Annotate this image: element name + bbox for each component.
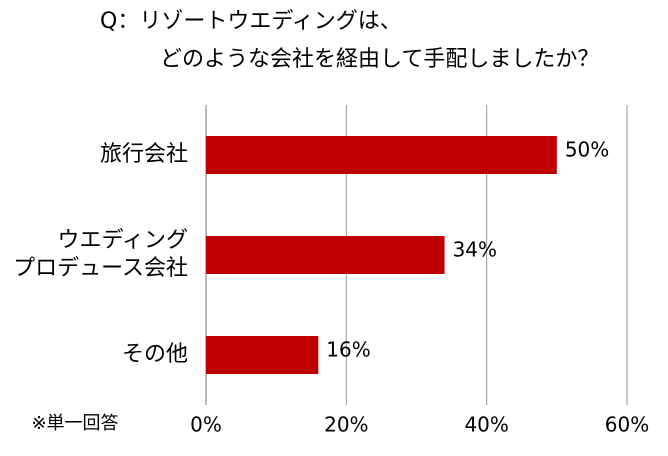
note: ※単一回答 xyxy=(31,413,118,434)
bar xyxy=(206,236,445,274)
y-tick-label: 旅行会社 xyxy=(100,142,188,167)
y-tick-label: ウエディングプロデュース会社 xyxy=(13,228,188,281)
x-tick-label: 40% xyxy=(464,413,508,437)
chart-title-line: どのような会社を経由して手配しましたか？ xyxy=(160,47,599,72)
bar xyxy=(206,136,557,174)
data-label: 16% xyxy=(326,338,370,362)
data-label: 34% xyxy=(453,238,497,262)
x-tick-label: 20% xyxy=(324,413,368,437)
bar xyxy=(206,336,319,374)
data-label: 50% xyxy=(565,138,609,162)
x-tick-label: 60% xyxy=(605,413,649,437)
y-tick-label: その他 xyxy=(122,342,188,367)
x-tick-label: 0% xyxy=(190,413,222,437)
chart-title-line: Q：リゾートウエディングは、 xyxy=(100,9,402,34)
